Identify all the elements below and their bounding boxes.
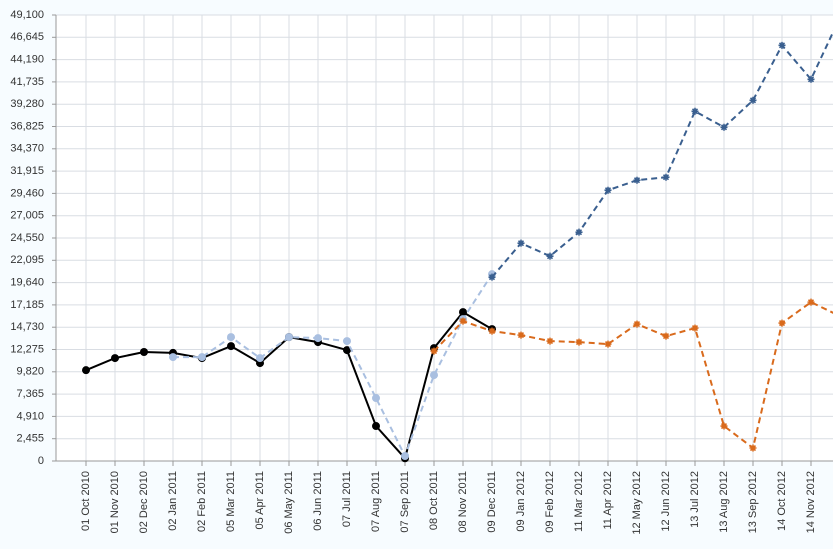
y-tick-label: 31,915 [10,165,44,177]
point [430,371,438,380]
x-tick-label: 14 Oct 2012 [776,471,788,531]
y-tick-label: 49,100 [10,9,44,21]
y-tick-label: 22,095 [10,254,44,266]
point [807,75,815,83]
y-tick-label: 39,280 [10,98,44,110]
point [343,346,351,355]
x-tick-label: 08 Nov 2011 [457,471,469,533]
x-tick-label: 11 Apr 2012 [602,471,614,530]
x-tick-label: 13 Jul 2012 [689,471,701,528]
y-tick-label: 41,735 [10,76,44,88]
point [169,353,177,362]
point [691,324,699,332]
point [401,452,409,461]
point [140,347,148,356]
point [227,333,235,342]
x-tick-label: 02 Jan 2011 [167,471,179,531]
x-tick-label: 12 May 2012 [631,471,643,535]
y-tick-label: 9,820 [16,366,44,378]
point [372,422,380,431]
y-tick-label: 7,365 [16,388,44,400]
x-tick-label: 13 Sep 2012 [747,471,759,533]
x-tick-label: 11 Mar 2012 [573,471,585,532]
x-tick-label: 05 Apr 2011 [254,471,266,530]
point [604,340,612,348]
x-tick-label: 01 Oct 2010 [80,471,92,531]
point [749,96,757,104]
point [198,353,206,362]
point [662,173,670,181]
point [430,347,438,355]
point [256,354,264,363]
point [459,308,467,317]
point [111,354,119,363]
point [285,333,293,342]
y-tick-label: 2,455 [16,433,44,445]
x-tick-label: 12 Jun 2012 [660,471,672,532]
y-tick-label: 17,185 [10,299,44,311]
point [459,317,467,325]
point [517,331,525,339]
x-tick-label: 06 Jun 2011 [312,471,324,531]
point [343,337,351,346]
x-tick-label: 07 Sep 2011 [399,471,411,533]
y-tick-label: 29,460 [10,187,44,199]
y-tick-label: 24,550 [10,232,44,244]
point [372,394,380,403]
x-tick-label: 02 Feb 2011 [196,471,208,532]
point [778,319,786,327]
y-tick-label: 14,730 [10,321,44,333]
point [517,239,525,247]
y-tick-label: 19,640 [10,277,44,289]
y-tick-label: 27,005 [10,210,44,222]
x-tick-label: 09 Dec 2011 [486,471,498,533]
point [488,273,496,281]
x-tick-label: 01 Nov 2010 [109,471,121,533]
x-tick-label: 13 Aug 2012 [718,471,730,533]
x-tick-label: 08 Oct 2011 [428,471,440,530]
point [749,444,757,452]
x-tick-label: 14 Nov 2012 [805,471,817,533]
point [314,334,322,343]
y-tick-label: 46,645 [10,31,44,43]
y-tick-label: 4,910 [16,410,44,422]
y-tick-label: 34,370 [10,143,44,155]
x-tick-label: 05 Mar 2011 [225,471,237,532]
point [546,337,554,345]
point [575,228,583,236]
point [546,252,554,260]
x-tick-label: 07 Aug 2011 [370,471,382,532]
x-tick-label: 09 Feb 2012 [544,471,556,533]
point [662,332,670,340]
y-tick-label: 44,190 [10,54,44,66]
x-tick-label: 09 Jan 2012 [515,471,527,532]
y-tick-label: 36,825 [10,120,44,132]
point [720,422,728,430]
point [488,327,496,335]
x-tick-label: 07 Jul 2011 [341,471,353,527]
y-tick-label: 12,275 [10,343,44,355]
point [82,366,90,375]
point [633,320,641,328]
point [720,123,728,131]
y-tick-label: 0 [38,455,44,467]
point [575,338,583,346]
point [633,176,641,184]
point [227,342,235,351]
point [691,107,699,115]
point [778,41,786,49]
x-tick-label: 02 Dec 2010 [138,471,150,533]
x-tick-label: 06 May 2011 [283,471,295,534]
point [807,298,815,306]
point [604,186,612,194]
